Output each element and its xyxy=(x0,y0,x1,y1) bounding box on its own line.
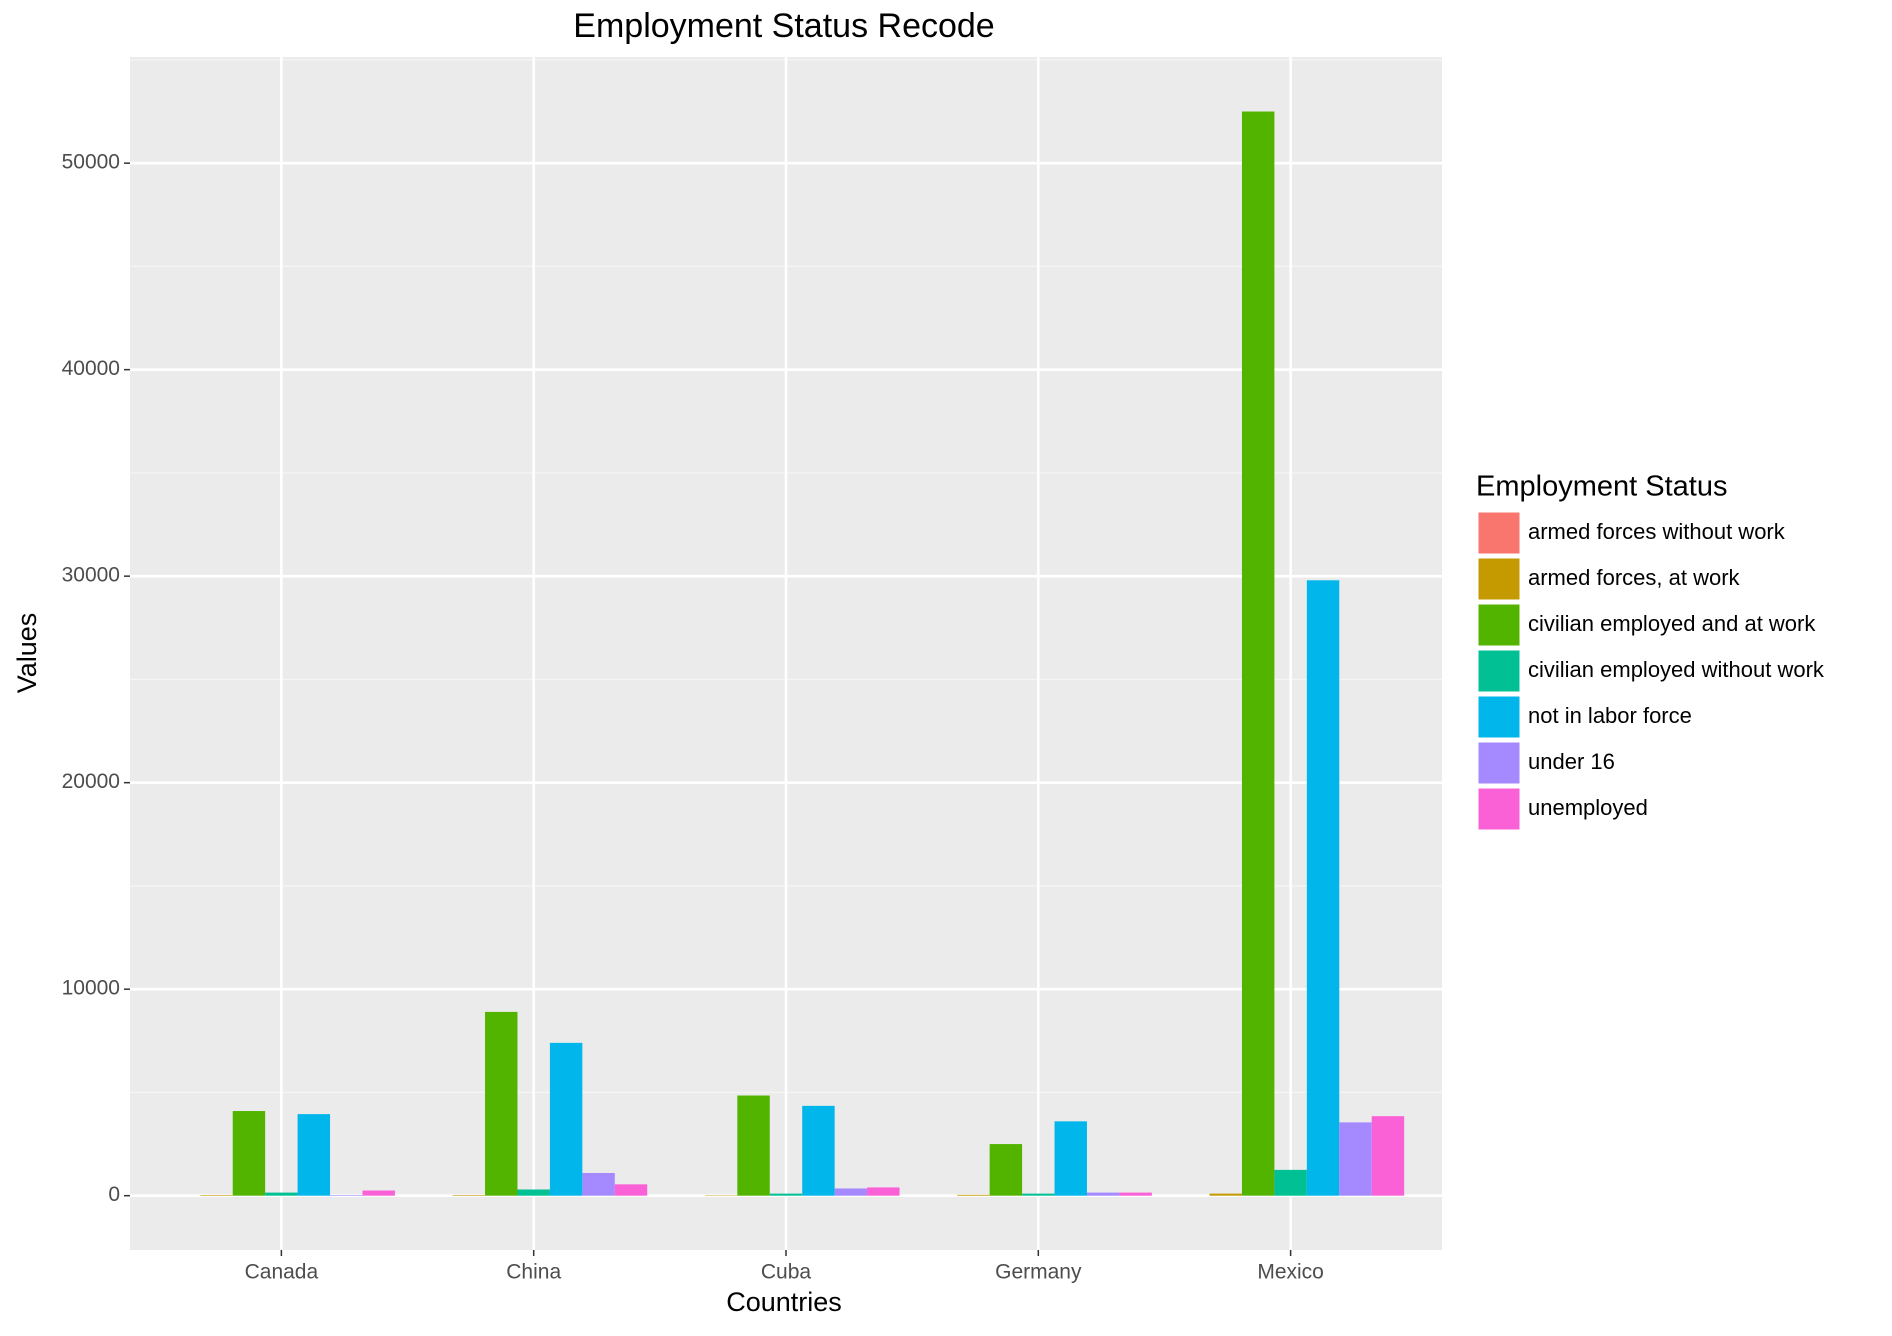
bar xyxy=(330,1195,363,1196)
bar xyxy=(989,1144,1023,1196)
x-axis-title: Countries xyxy=(726,1287,842,1317)
legend: armed forces without work armed forces, a… xyxy=(1477,511,1825,831)
y-tick-label: 30000 xyxy=(62,564,120,587)
legend-label: armed forces, at work xyxy=(1528,565,1741,590)
bar xyxy=(1119,1192,1152,1196)
bar xyxy=(1371,1116,1405,1196)
x-tick-label: Germany xyxy=(995,1261,1082,1284)
x-tick-label: Canada xyxy=(245,1261,319,1284)
bar xyxy=(200,1195,233,1196)
bar xyxy=(867,1187,900,1196)
legend-label: civilian employed and at work xyxy=(1528,611,1816,636)
legend-label: under 16 xyxy=(1528,749,1615,774)
bar xyxy=(232,1111,266,1196)
bar xyxy=(517,1189,550,1196)
bar xyxy=(1339,1122,1372,1196)
bar xyxy=(1086,1192,1120,1196)
legend-title: Employment Status xyxy=(1476,471,1727,503)
bar xyxy=(1022,1193,1055,1196)
bar xyxy=(452,1195,486,1196)
y-tick-label: 10000 xyxy=(62,977,120,1000)
bar xyxy=(769,1193,803,1196)
bar xyxy=(297,1114,331,1196)
legend-label: unemployed xyxy=(1528,795,1648,820)
legend-label: civilian employed without work xyxy=(1528,657,1825,682)
y-tick-label: 40000 xyxy=(62,357,120,380)
bar xyxy=(549,1042,583,1196)
y-axis-title: Values xyxy=(12,613,42,694)
bar xyxy=(802,1105,835,1196)
bars xyxy=(200,111,1405,1196)
legend-swatch xyxy=(1477,603,1521,647)
bar xyxy=(1274,1169,1307,1196)
bar xyxy=(362,1190,395,1196)
bar xyxy=(582,1172,615,1196)
bar xyxy=(1241,111,1275,1196)
grid xyxy=(124,57,1442,1256)
y-tick-label: 20000 xyxy=(62,770,120,793)
bar xyxy=(1209,1193,1242,1196)
legend-swatch xyxy=(1477,741,1521,785)
legend-swatch xyxy=(1477,695,1521,739)
legend-swatch xyxy=(1477,787,1521,831)
legend-swatch xyxy=(1477,557,1521,601)
x-tick-label: Mexico xyxy=(1257,1261,1324,1284)
y-tick-label: 50000 xyxy=(62,151,120,174)
bar xyxy=(1054,1121,1087,1196)
bar xyxy=(957,1194,990,1196)
bar xyxy=(485,1011,518,1196)
bar xyxy=(1306,580,1340,1196)
legend-label: not in labor force xyxy=(1528,703,1692,728)
chart-title: Employment Status Recode xyxy=(573,7,994,45)
bar xyxy=(265,1192,298,1196)
bar xyxy=(614,1184,648,1196)
x-tick-label: China xyxy=(506,1261,561,1284)
x-tick-label: Cuba xyxy=(761,1261,812,1284)
legend-swatch xyxy=(1477,511,1521,555)
legend-swatch xyxy=(1477,649,1521,693)
y-tick-label: 0 xyxy=(108,1183,120,1206)
bar xyxy=(737,1095,770,1196)
bar xyxy=(834,1188,868,1196)
legend-label: armed forces without work xyxy=(1528,519,1786,544)
